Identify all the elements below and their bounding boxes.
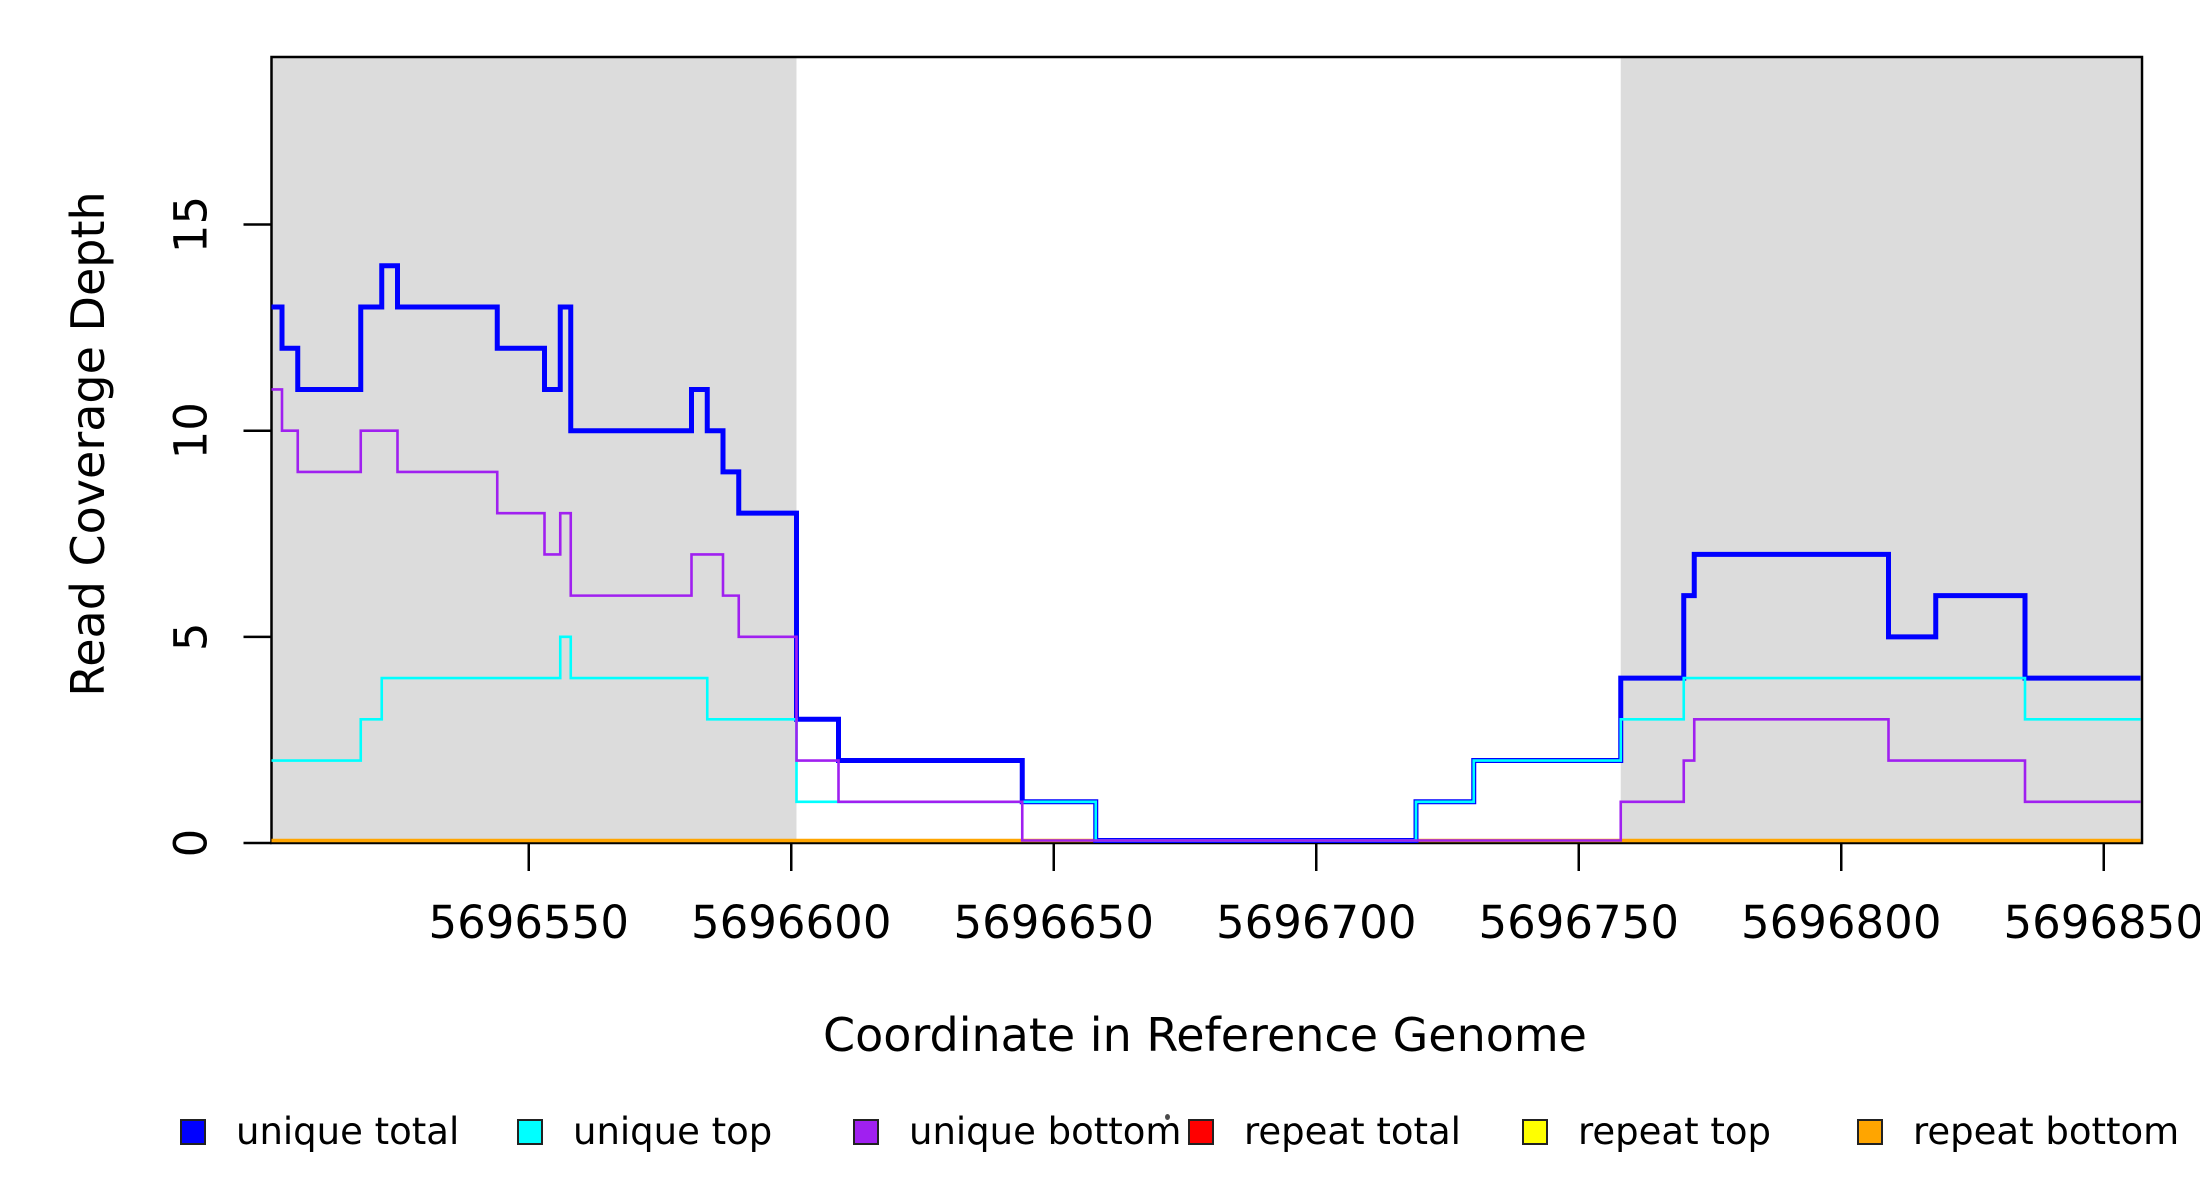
y-tick-label: 10 <box>165 402 218 459</box>
legend-label: repeat bottom <box>1913 1110 2180 1153</box>
x-tick-label: 5696750 <box>1479 896 1679 949</box>
legend-item-repeat-top: repeat top <box>1522 1110 1771 1153</box>
series-unique-total <box>271 263 2141 843</box>
series-unique-bottom <box>271 388 2141 842</box>
legend-label: unique bottom <box>909 1110 1182 1153</box>
repeat-top-swatch-icon <box>1522 1119 1548 1145</box>
x-axis-title: Coordinate in Reference Genome <box>823 1008 1587 1062</box>
y-axis-title: Read Coverage Depth <box>61 191 115 697</box>
legend-label: repeat top <box>1578 1110 1771 1153</box>
legend-item-unique-top: unique top <box>517 1110 773 1153</box>
legend-item-unique-total: unique total <box>180 1110 460 1153</box>
legend-label: unique top <box>573 1110 773 1153</box>
repeat-bottom-swatch-icon <box>1857 1119 1883 1145</box>
repeat-total-swatch-icon <box>1188 1119 1214 1145</box>
y-tick-label: 15 <box>165 196 218 253</box>
y-tick-label: 5 <box>165 623 218 652</box>
x-tick-label: 5696600 <box>691 896 891 949</box>
legend-label: unique total <box>236 1110 460 1153</box>
x-tick-label: 5696800 <box>1741 896 1941 949</box>
unique-top-swatch-icon <box>517 1119 543 1145</box>
unique-total-swatch-icon <box>180 1119 206 1145</box>
y-tick-label: 0 <box>165 829 218 858</box>
shaded-region <box>271 57 797 843</box>
x-tick-label: 5696850 <box>2004 896 2200 949</box>
unique-bottom-swatch-icon <box>853 1119 879 1145</box>
x-tick-label: 5696650 <box>954 896 1154 949</box>
x-tick-label: 5696700 <box>1216 896 1416 949</box>
legend-item-repeat-total: repeat total <box>1188 1110 1461 1153</box>
legend-artifact-dot <box>1165 1114 1170 1120</box>
x-tick-label: 5696550 <box>429 896 629 949</box>
legend-label: repeat total <box>1244 1110 1461 1153</box>
legend-item-repeat-bottom: repeat bottom <box>1857 1110 2180 1153</box>
legend-item-unique-bottom: unique bottom <box>853 1110 1182 1153</box>
shaded-region <box>1620 57 2141 843</box>
